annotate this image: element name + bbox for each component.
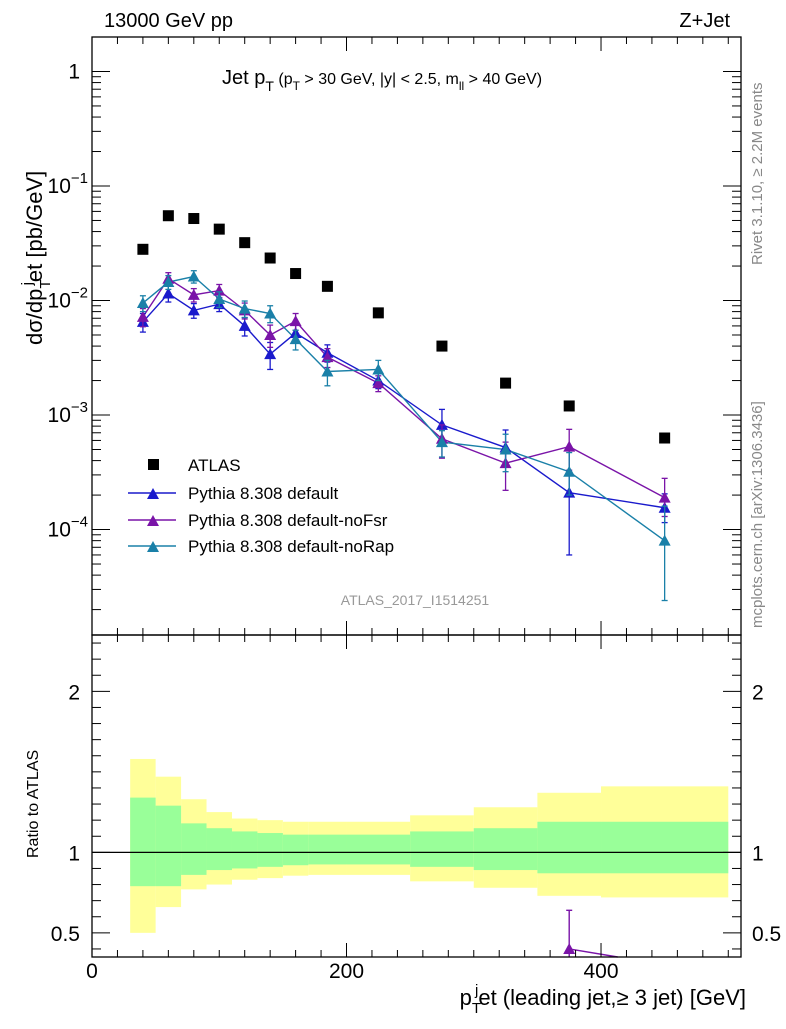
collision-energy-label: 13000 GeV pp (104, 10, 233, 32)
data-point-default (162, 287, 175, 299)
ratio-band-inner-bin (231, 831, 258, 869)
ratio-band-inner-bin (308, 834, 347, 865)
ratio-band-inner-bin (130, 797, 156, 887)
ratio-axis-title: Ratio to ATLAS (25, 750, 42, 858)
ratio-band-inner-bin (473, 828, 538, 871)
process-label: Z+Jet (679, 10, 730, 32)
data-point-norap (213, 293, 226, 305)
data-point-norap (162, 276, 175, 288)
y-tick-label: 10−2 (48, 285, 88, 313)
y-axis-title: dσ/dpTjet [pb/GeV] (19, 171, 54, 345)
x-tick-label: 400 (583, 960, 618, 983)
series-line-default (142, 292, 665, 509)
data-point-norap (136, 297, 149, 309)
data-point-atlas (321, 280, 333, 292)
data-point-nofsr (136, 310, 149, 322)
ratio-band-inner-bin (346, 834, 411, 865)
ratio-tick-label-right: 0.5 (752, 923, 781, 946)
tick-labels: 0 200 400 1 10−1 10−2 10−3 10−4 2 2 1 1 0.5 0.5 (48, 60, 782, 983)
y-tick-label: 1 (68, 60, 80, 83)
rivet-version-text: Rivet 3.1.10, ≥ 2.2M events (749, 83, 766, 266)
ratio-point-marker (563, 942, 576, 954)
legend-marker-norap (147, 541, 159, 552)
data-point-atlas (137, 243, 149, 255)
ratio-band-inner-bin (206, 828, 232, 871)
data-point-nofsr (187, 288, 200, 300)
legend-marker-nofsr (147, 515, 159, 526)
data-point-nofsr (372, 377, 385, 389)
data-point-norap (321, 365, 334, 377)
legend-label-atlas: ATLAS (188, 456, 241, 475)
ratio-band-inner-bin (155, 805, 182, 887)
data-point-atlas (659, 432, 671, 444)
ratio-band-inner-bin (410, 831, 474, 867)
legend: ATLAS Pythia 8.308 default Pythia 8.308 … (128, 456, 394, 556)
ratio-plot-frame (91, 634, 742, 958)
ratio-overflow-point (563, 909, 618, 958)
ratio-band-inner-bin (537, 821, 602, 874)
data-point-atlas (239, 237, 251, 249)
ratio-band-inner-bin (601, 821, 729, 874)
data-point-norap (372, 363, 385, 375)
data-point-norap (435, 436, 448, 448)
data-point-norap (264, 307, 277, 319)
legend-marker-atlas (148, 459, 159, 470)
data-point-nofsr (658, 491, 671, 503)
data-point-norap (187, 270, 200, 282)
plot-title: Jet pT (pT > 30 GeV, |y| < 2.5, mll > 40… (222, 67, 542, 94)
data-point-atlas (188, 213, 200, 225)
data-point-norap (658, 534, 671, 546)
axis-ticks (91, 36, 741, 957)
data-point-nofsr (563, 440, 576, 452)
data-point-atlas (372, 307, 384, 319)
analysis-tag: ATLAS_2017_I1514251 (341, 592, 490, 608)
ratio-tick-label-left: 1 (68, 842, 80, 865)
legend-label-nofsr: Pythia 8.308 default-noFsr (188, 511, 388, 530)
legend-marker-default (147, 488, 159, 499)
data-point-nofsr (213, 284, 226, 296)
x-tick-label: 200 (329, 960, 364, 983)
ratio-band-inner-bin (282, 834, 309, 866)
ratio-band-inner-bin (181, 823, 207, 875)
data-point-default (238, 319, 251, 331)
ratio-band-inner-bin (257, 833, 283, 867)
x-tick-label: 0 (86, 960, 98, 983)
data-point-atlas (436, 340, 448, 352)
data-point-nofsr (289, 315, 302, 327)
data-point-atlas (290, 268, 302, 280)
ratio-series-line (569, 948, 618, 958)
data-point-norap (289, 333, 302, 345)
data-point-norap (499, 443, 512, 455)
ratio-bands (130, 758, 729, 933)
y-tick-label: 10−3 (48, 399, 88, 427)
x-axis-title: pTjet (leading jet,≥ 3 jet) [GeV] (460, 982, 746, 1017)
y-tick-label: 10−1 (48, 170, 88, 198)
mcplots-reference-text: mcplots.cern.ch [arXiv:1306.3436] (749, 401, 766, 628)
data-point-atlas (162, 210, 174, 222)
data-point-norap (238, 302, 251, 314)
data-point-atlas (500, 377, 512, 389)
ratio-tick-label-left: 0.5 (51, 923, 80, 946)
main-series-markers (136, 210, 671, 602)
legend-label-default: Pythia 8.308 default (188, 484, 339, 503)
data-point-atlas (264, 252, 276, 264)
data-point-nofsr (264, 328, 277, 340)
ratio-tick-label-right: 1 (752, 842, 764, 865)
data-point-default (187, 304, 200, 316)
legend-label-norap: Pythia 8.308 default-noRap (188, 537, 394, 556)
data-point-nofsr (321, 351, 334, 363)
data-point-atlas (213, 223, 225, 235)
data-point-atlas (563, 400, 575, 412)
data-point-default (264, 348, 277, 360)
data-point-norap (563, 465, 576, 477)
y-tick-label: 10−4 (48, 514, 88, 542)
ratio-tick-label-left: 2 (68, 681, 80, 704)
ratio-tick-label-right: 2 (752, 681, 764, 704)
